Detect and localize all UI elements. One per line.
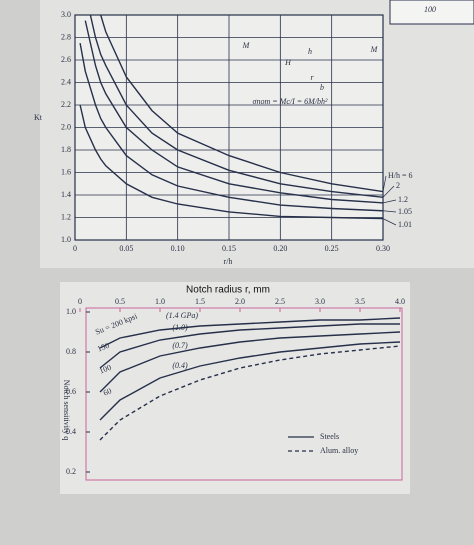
series-line — [99, 323, 400, 369]
x-tick-label: 0.5 — [115, 297, 125, 306]
bottom-panel — [60, 282, 410, 494]
corner-box — [389, 0, 474, 25]
x-tick-label: 1.0 — [155, 297, 165, 306]
y-tick-label: 1.0 — [66, 307, 76, 316]
series-label: 1.2 — [398, 195, 408, 204]
annotation: M — [242, 41, 251, 50]
annotation: 100 — [424, 5, 436, 14]
series-label: 1.05 — [398, 207, 412, 216]
legend-label: Alum. alloy — [320, 446, 358, 455]
series-line — [99, 345, 401, 441]
x-tick-label: 0.25 — [325, 244, 339, 253]
y-tick-label: 3.0 — [61, 10, 71, 19]
series-label: 60 — [102, 386, 113, 397]
annotation: h — [308, 47, 312, 56]
annotation: H — [284, 58, 292, 67]
x-tick-label: 0.10 — [171, 244, 185, 253]
y-tick-label: 1.0 — [61, 235, 71, 244]
annotation: (0.4) — [172, 361, 188, 370]
y-tick-label: 1.2 — [61, 212, 71, 221]
x-tick-label: 0.30 — [376, 244, 390, 253]
x-axis-label: r/h — [224, 257, 233, 266]
pink-frame — [85, 307, 403, 481]
series-label: 150 — [96, 341, 111, 354]
annotation: (0.7) — [172, 341, 188, 350]
x-axis-label: Notch radius r, mm — [186, 285, 270, 296]
series-line — [100, 14, 384, 193]
annotation: r — [310, 73, 314, 82]
y-axis-label: Notch sensitivity q — [62, 380, 71, 440]
y-tick-label: 0.6 — [66, 387, 76, 396]
series-line — [99, 341, 401, 421]
x-tick-label: 0.20 — [273, 244, 287, 253]
series-label: H/h = 6 — [388, 171, 413, 180]
y-tick-label: 2.0 — [61, 122, 71, 131]
series-line — [89, 14, 384, 198]
series-line — [79, 104, 384, 220]
y-tick-label: 0.4 — [66, 427, 76, 436]
x-tick-label: 0 — [78, 297, 82, 306]
y-tick-label: 2.4 — [61, 77, 71, 86]
series-line — [79, 42, 384, 212]
annotation: (1.0) — [172, 323, 188, 332]
x-tick-label: 3.5 — [355, 297, 365, 306]
y-tick-label: 0.2 — [66, 467, 76, 476]
x-tick-label: 1.5 — [195, 297, 205, 306]
y-tick-label: 2.8 — [61, 32, 71, 41]
series-label: 1.01 — [398, 220, 412, 229]
legend-label: Steels — [320, 432, 339, 441]
x-tick-label: 3.0 — [315, 297, 325, 306]
leader-line — [382, 210, 397, 213]
y-tick-label: 1.8 — [61, 145, 71, 154]
series-label: 100 — [98, 363, 113, 376]
leader-line — [382, 218, 397, 226]
x-tick-label: 0 — [73, 244, 77, 253]
leader-line — [382, 185, 395, 198]
y-tick-label: 1.4 — [61, 190, 71, 199]
leader-line — [382, 199, 397, 204]
series-line — [99, 317, 401, 349]
series-line — [99, 331, 401, 393]
x-tick-label: 2.5 — [275, 297, 285, 306]
y-tick-label: 1.6 — [61, 167, 71, 176]
x-tick-label: 2.0 — [235, 297, 245, 306]
leader-line — [382, 175, 387, 192]
series-label: 2 — [396, 181, 400, 190]
x-tick-label: 0.15 — [222, 244, 236, 253]
y-tick-label: 2.2 — [61, 100, 71, 109]
y-tick-label: 0.8 — [66, 347, 76, 356]
y-axis-label: Kt — [34, 113, 43, 122]
annotation: σnom = Mc/I = 6M/bh² — [253, 97, 329, 106]
annotation: b — [320, 83, 324, 92]
annotation: (1.4 GPa) — [166, 311, 198, 320]
x-tick-label: 4.0 — [395, 297, 405, 306]
x-tick-label: 0.05 — [119, 244, 133, 253]
y-tick-label: 2.6 — [61, 55, 71, 64]
annotation: M — [370, 45, 379, 54]
series-line — [84, 20, 384, 204]
